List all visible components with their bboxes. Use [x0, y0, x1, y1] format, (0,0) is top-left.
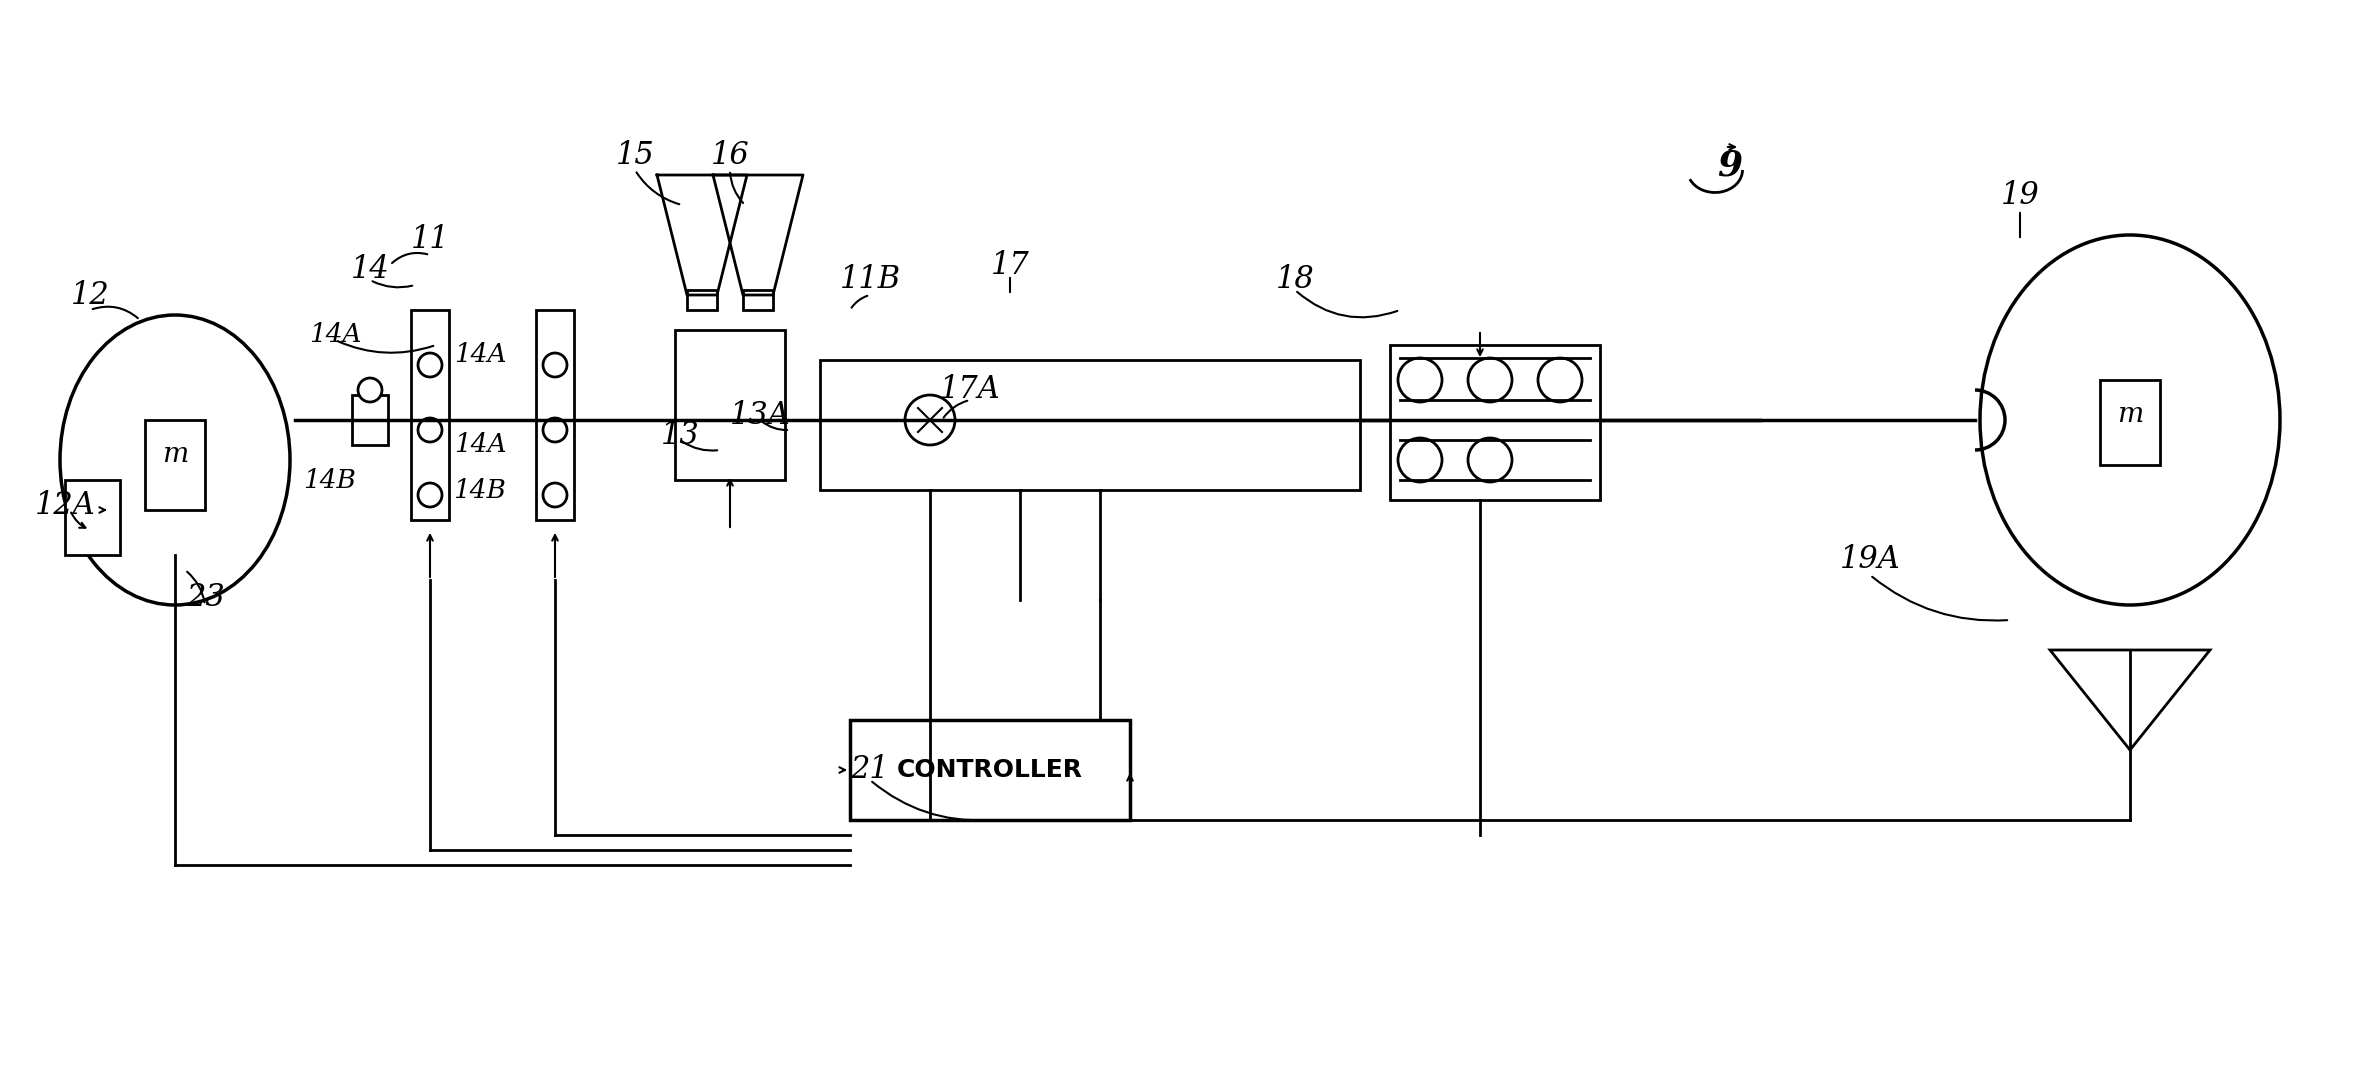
Ellipse shape [59, 314, 290, 605]
Text: 14A: 14A [454, 432, 506, 458]
Text: 13: 13 [661, 419, 699, 451]
Bar [676, 330, 784, 480]
Text: 14: 14 [351, 254, 388, 285]
Bar [687, 290, 718, 310]
Circle shape [544, 353, 567, 377]
Circle shape [419, 353, 443, 377]
Text: CONTROLLER: CONTROLLER [897, 758, 1083, 782]
Text: 16: 16 [711, 140, 749, 170]
Text: 12: 12 [71, 280, 108, 310]
Text: m: m [2116, 402, 2142, 428]
Text: 14A: 14A [454, 343, 506, 368]
Bar [744, 290, 772, 310]
Circle shape [419, 483, 443, 507]
Bar [66, 480, 120, 555]
Text: 18: 18 [1276, 264, 1314, 296]
Ellipse shape [1980, 235, 2281, 605]
Text: 21: 21 [850, 755, 890, 785]
Circle shape [1469, 438, 1511, 482]
Bar [2100, 380, 2161, 465]
Text: 15: 15 [617, 140, 654, 170]
Text: 17: 17 [991, 249, 1029, 281]
Bar [850, 720, 1130, 820]
Circle shape [1469, 358, 1511, 402]
Circle shape [1537, 358, 1582, 402]
Text: 19A: 19A [1838, 545, 1900, 575]
Bar [537, 310, 574, 520]
Text: 19: 19 [2001, 179, 2039, 211]
Text: 11B: 11B [840, 264, 902, 296]
Circle shape [1398, 438, 1443, 482]
Bar [353, 395, 388, 446]
Circle shape [1398, 358, 1443, 402]
Text: 23: 23 [186, 582, 224, 614]
Circle shape [544, 483, 567, 507]
Text: 13A: 13A [730, 400, 791, 430]
Text: 9: 9 [1718, 149, 1742, 182]
Polygon shape [2050, 650, 2210, 750]
Circle shape [358, 378, 381, 402]
Text: 11: 11 [410, 225, 450, 256]
Circle shape [904, 395, 956, 446]
Bar [819, 360, 1361, 490]
Bar [412, 310, 450, 520]
Text: 14B: 14B [454, 477, 506, 502]
Circle shape [419, 418, 443, 442]
Text: 14B: 14B [304, 467, 355, 492]
Bar [146, 420, 205, 510]
Text: m: m [162, 441, 188, 468]
Bar [1389, 345, 1601, 500]
Text: 17A: 17A [939, 375, 1000, 405]
Circle shape [544, 418, 567, 442]
Text: 14A: 14A [308, 322, 360, 347]
Text: 12A: 12A [35, 489, 97, 521]
